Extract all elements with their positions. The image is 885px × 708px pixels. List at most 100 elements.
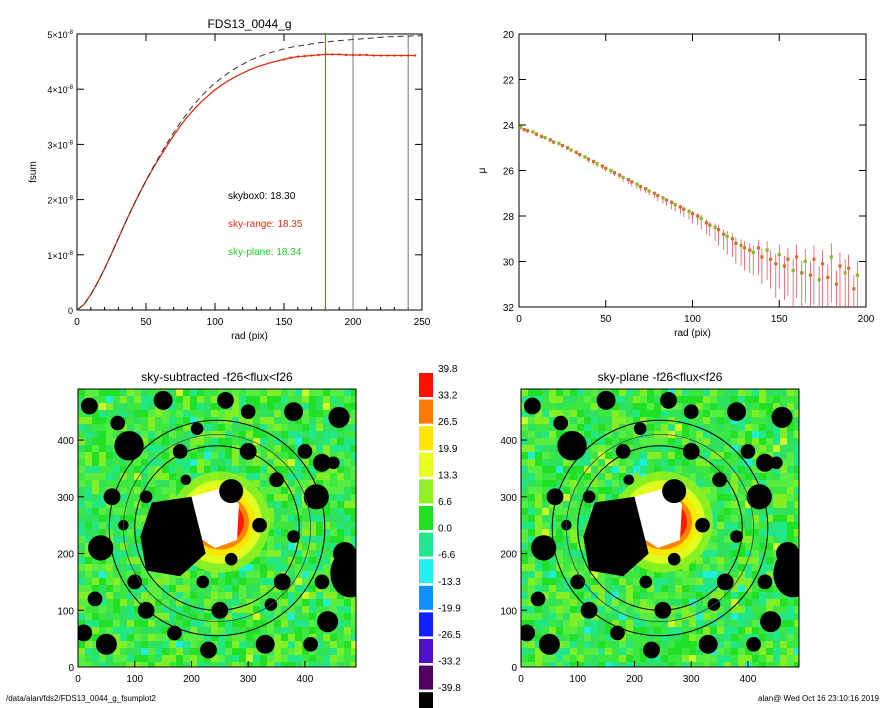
fsum-x-tick-label: 200 <box>345 317 362 328</box>
mu-data-point <box>817 278 821 282</box>
mu-data-point <box>696 214 700 218</box>
skysub-star-mask <box>190 422 204 436</box>
skyplane-y-tick-label: 400 <box>500 436 517 447</box>
skysub-star-mask <box>297 444 313 459</box>
mu-data-point <box>600 164 604 168</box>
skysub-image-title: sky-subtracted -f26<flux<f26 <box>141 370 293 384</box>
mu-data-point <box>592 159 596 163</box>
mu-data-point <box>791 269 795 273</box>
skyplane-aperture-ellipse <box>551 419 769 637</box>
mu-data-point <box>699 216 703 220</box>
mu-data-point <box>795 255 799 259</box>
skyplane-x-tick-label: 0 <box>518 674 524 685</box>
mu-x-tick-label: 50 <box>600 314 612 325</box>
colorbar-label: 33.2 <box>438 391 458 402</box>
mu-data-point <box>626 178 630 182</box>
colorbar-swatch <box>419 479 433 504</box>
skyplane-star-mask <box>582 490 596 504</box>
fsum-measured-point <box>282 58 286 61</box>
colorbar-swatch <box>419 426 433 451</box>
mu-data-point <box>638 184 643 189</box>
skyplane-star-mask <box>660 391 677 409</box>
fsum-y-tick-label: 3×10-8 <box>47 140 73 150</box>
colorbar-swatch <box>419 665 433 690</box>
mu-data-point <box>751 250 755 254</box>
skyplane-star-mask <box>615 444 631 459</box>
mu-data-point <box>826 275 830 280</box>
skysub-star-mask <box>252 517 267 533</box>
skysub-star-mask <box>137 601 155 619</box>
skysub-star-mask <box>217 391 234 409</box>
mu-plot: rad (pix) μ 0 50 100 150 200 20 22 24 26 28 30 32 <box>477 30 875 339</box>
mu-data-point <box>519 125 523 129</box>
colorbar-label: 0.0 <box>438 524 452 535</box>
skysub-star-mask <box>224 552 238 566</box>
fsum-measured-point <box>351 53 355 57</box>
skyplane-star-mask <box>596 390 616 410</box>
skysub-aperture-ellipse <box>122 433 312 623</box>
mu-data-point <box>855 273 859 277</box>
skyplane-x-tick-label: 300 <box>683 674 700 685</box>
skyplane-star-mask <box>730 530 743 543</box>
skysub-y-tick-label: 100 <box>57 606 74 617</box>
colorbar-label: -26.5 <box>438 630 461 641</box>
skysub-neighbor-galaxy-mask <box>140 496 206 577</box>
skysub-x-tick-label: 100 <box>126 674 143 685</box>
skysub-x-tick-label: 200 <box>183 674 200 685</box>
fsum-x-tick-label: 250 <box>414 317 431 328</box>
mu-data-point <box>834 282 839 286</box>
mu-data-point <box>652 191 656 195</box>
skysub-star-mask <box>95 633 117 655</box>
skyplane-y-tick-label: 300 <box>500 493 517 504</box>
colorbar-label: 26.5 <box>438 417 458 428</box>
mu-data-point <box>687 209 691 214</box>
colorbar-label: -33.2 <box>438 657 461 668</box>
mu-data-point <box>673 203 677 207</box>
mu-data-point <box>765 248 769 252</box>
fsum-model-dashed-line <box>76 35 422 311</box>
mu-y-tick-label: 24 <box>503 121 515 132</box>
mu-data-point <box>800 271 804 275</box>
skysub-star-mask <box>303 484 329 510</box>
mu-data-point <box>661 196 665 200</box>
skyplane-star-mask <box>580 601 598 619</box>
skysub-star-mask <box>172 444 188 459</box>
mu-data-point <box>664 198 669 202</box>
skysub-star-mask <box>312 453 331 472</box>
skysub-star-mask <box>110 415 126 431</box>
mu-data-point <box>682 207 686 211</box>
mu-x-tick-label: 200 <box>858 314 875 325</box>
skyplane-x-tick-label: 200 <box>626 674 643 685</box>
skyplane-star-mask <box>521 624 536 642</box>
mu-data-point <box>586 157 590 161</box>
skyplane-image-panel: sky-plane -f26<flux<f26 0 100 200 300 400 0 100… <box>500 370 800 685</box>
mu-data-point <box>604 166 608 170</box>
mu-data-point <box>618 173 622 177</box>
mu-x-tick-label: 100 <box>684 314 701 325</box>
mu-data-point <box>543 135 547 140</box>
skysub-star-mask <box>269 472 284 488</box>
mu-data-point <box>777 253 781 257</box>
mu-data-point <box>730 237 735 241</box>
skyplane-star-mask <box>531 535 557 561</box>
skyplane-edge-mask <box>773 549 799 598</box>
skysub-star-mask <box>287 530 300 543</box>
mu-data-point <box>852 287 856 291</box>
skyplane-star-mask <box>712 472 727 488</box>
skyplane-star-mask <box>695 517 710 533</box>
skyplane-y-tick-label: 100 <box>500 606 517 617</box>
fsum-annotation: sky-range: 18.35 <box>228 219 303 230</box>
skysub-x-tick-label: 400 <box>297 674 314 685</box>
mu-data-point <box>756 246 761 250</box>
skyplane-star-mask <box>760 611 782 633</box>
mu-data-point <box>557 141 561 145</box>
fsum-measured-point <box>344 53 348 57</box>
skyplane-star-mask <box>740 444 756 459</box>
skyplane-star-mask <box>716 573 734 591</box>
colorbar-swatch <box>419 532 433 557</box>
mu-data-point <box>583 155 587 159</box>
fsum-x-tick-label: 100 <box>207 317 224 328</box>
skyplane-aperture-ellipse <box>577 445 743 611</box>
skysub-star-mask <box>139 490 153 504</box>
colorbar-swatch <box>419 612 433 637</box>
